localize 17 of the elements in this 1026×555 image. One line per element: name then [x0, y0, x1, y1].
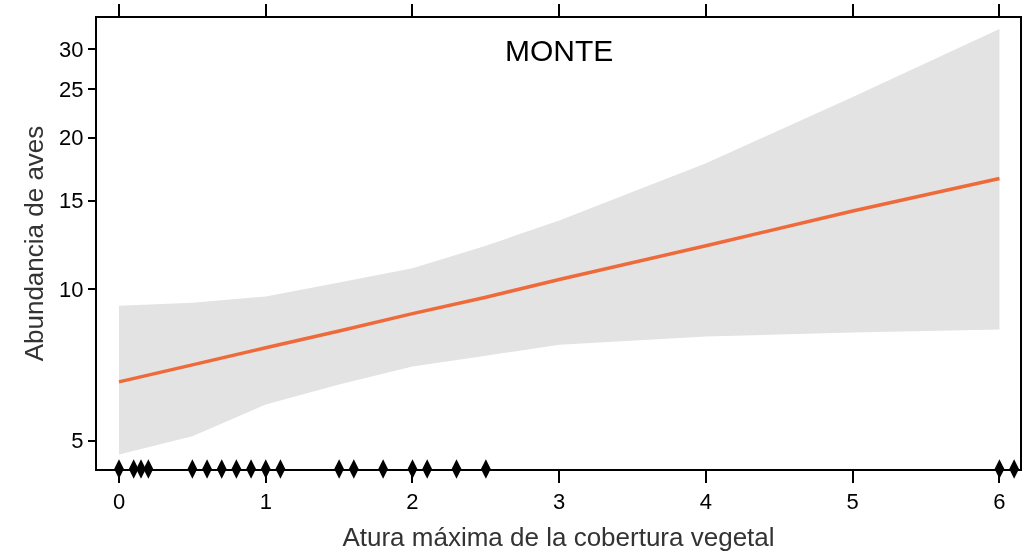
y-axis-title: Abundancia de aves: [19, 125, 50, 362]
annotation: MONTE: [505, 34, 614, 67]
x-tick-label: 5: [846, 489, 859, 515]
y-tick-label: 20: [59, 125, 84, 151]
y-tick-label: 15: [59, 188, 84, 214]
y-tick-label: 10: [59, 276, 84, 302]
x-axis-title: Atura máxima de la cobertura vegetal: [342, 521, 775, 552]
x-tick-label: 3: [553, 489, 566, 515]
y-tick-label: 25: [59, 76, 84, 102]
x-tick-label: 0: [112, 489, 126, 515]
x-tick-label: 6: [993, 489, 1006, 515]
x-tick-label: 4: [699, 489, 713, 515]
x-tick-label: 1: [259, 489, 272, 515]
x-tick-label: 2: [406, 489, 419, 515]
line-series: [117, 176, 1002, 384]
y-tick-label: 30: [59, 36, 84, 62]
y-tick-label: 5: [71, 428, 84, 454]
